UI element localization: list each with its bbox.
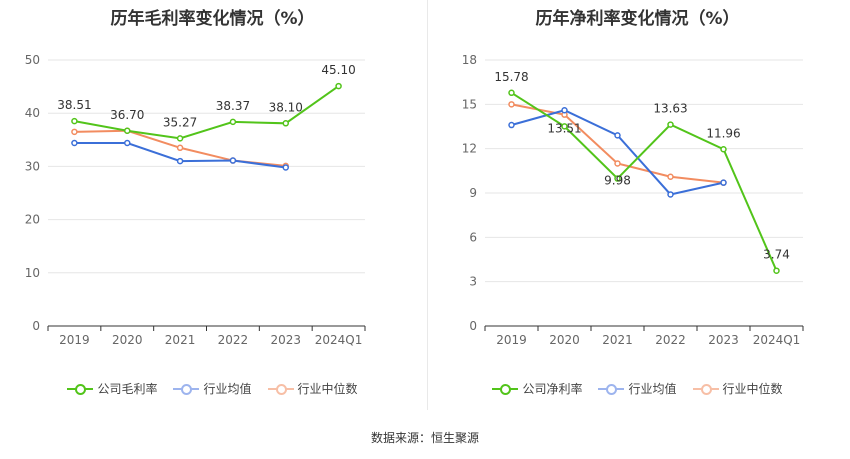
- data-point: [176, 157, 184, 165]
- data-point: [561, 123, 568, 130]
- data-point: [614, 132, 621, 139]
- data-point: [282, 164, 289, 171]
- data-point: [773, 267, 780, 274]
- series-line: [74, 85, 340, 140]
- legend: 公司净利率 行业均值 行业中位数: [425, 380, 850, 397]
- data-label: 36.70: [110, 108, 144, 122]
- legend: 公司毛利率 行业均值 行业中位数: [0, 380, 425, 397]
- line-marker-icon: [267, 382, 294, 396]
- data-point: [614, 160, 621, 167]
- x-tick-label: 2022: [218, 333, 249, 347]
- data-point: [176, 144, 184, 152]
- data-label: 11.96: [706, 126, 740, 140]
- x-tick-label: 2024Q1: [315, 333, 363, 347]
- data-point: [124, 127, 131, 135]
- y-tick-label: 0: [32, 319, 40, 333]
- data-label: 15.78: [494, 70, 528, 84]
- data-point: [282, 120, 289, 127]
- legend-label: 行业中位数: [297, 382, 358, 396]
- gross-margin-plot: 0 10 20 30 40 50 2019 2020 2021 2022 2023 2024Q1 38.…: [25, 53, 366, 347]
- data-point: [335, 82, 342, 90]
- data-point: [229, 157, 237, 164]
- y-tick-label: 9: [469, 186, 477, 200]
- panel-divider: [427, 0, 428, 410]
- y-tick-label: 10: [25, 266, 40, 280]
- x-tick-label: 2023: [270, 333, 301, 347]
- legend-item-industry-mean[interactable]: 行业均值: [598, 380, 677, 397]
- data-label: 13.51: [547, 121, 581, 135]
- data-point: [71, 117, 78, 125]
- data-point: [229, 118, 237, 126]
- y-tick-label: 50: [25, 53, 40, 67]
- data-point: [508, 89, 515, 97]
- x-tick-label: 2021: [165, 333, 196, 347]
- data-point: [667, 173, 674, 180]
- data-point: [614, 175, 621, 182]
- data-label: 9.98: [604, 174, 631, 188]
- legend-label: 行业均值: [628, 382, 677, 396]
- series-line: [510, 91, 778, 272]
- y-tick-label: 3: [469, 275, 477, 289]
- data-point: [508, 101, 515, 108]
- line-marker-icon: [692, 382, 719, 396]
- data-point: [124, 139, 131, 147]
- data-point: [720, 146, 727, 153]
- data-source: 数据来源：恒生聚源: [370, 431, 479, 445]
- net-margin-plot: 0 3 6 9 12 15 18 2019 2020 2021 2022 2023 2024Q1 15.7…: [462, 53, 804, 347]
- legend-label: 行业中位数: [722, 382, 783, 396]
- line-marker-icon: [67, 382, 94, 396]
- legend-item-industry-median[interactable]: 行业中位数: [692, 380, 783, 397]
- legend-label: 行业均值: [203, 382, 252, 396]
- legend-item-company[interactable]: 公司毛利率: [67, 380, 157, 397]
- x-tick-label: 2019: [59, 333, 90, 347]
- data-label: 38.37: [216, 99, 250, 113]
- y-tick-label: 18: [462, 53, 477, 67]
- y-tick-label: 40: [25, 106, 40, 120]
- x-tick-label: 2020: [112, 333, 143, 347]
- data-label: 3.74: [763, 248, 790, 262]
- y-tick-label: 12: [462, 142, 477, 156]
- y-tick-label: 30: [25, 159, 40, 173]
- chart-title: 历年毛利率变化情况（%）: [110, 9, 315, 29]
- net-margin-chart: 历年净利率变化情况（%） 0 3 6 9 12 15 18 2019 2020 2021 2022 2…: [425, 0, 850, 410]
- data-point: [667, 191, 674, 198]
- gross-margin-chart: 历年毛利率变化情况（%） 0 10 20 30 40 50 2019 2020 2021 2022…: [0, 0, 425, 410]
- legend-label: 公司毛利率: [97, 382, 158, 396]
- data-point: [176, 135, 184, 142]
- y-tick-label: 0: [469, 319, 477, 333]
- x-tick-label: 2024Q1: [753, 333, 801, 347]
- x-tick-label: 2022: [655, 333, 686, 347]
- x-tick-label: 2020: [549, 333, 580, 347]
- legend-item-industry-mean[interactable]: 行业均值: [173, 380, 252, 397]
- legend-item-industry-median[interactable]: 行业中位数: [267, 380, 358, 397]
- data-label: 13.63: [653, 102, 687, 116]
- y-tick-label: 6: [469, 230, 477, 244]
- data-label: 35.27: [163, 115, 197, 129]
- line-marker-icon: [492, 382, 519, 396]
- chart-title: 历年净利率变化情况（%）: [535, 9, 740, 29]
- x-tick-label: 2021: [602, 333, 633, 347]
- y-tick-label: 15: [462, 97, 477, 111]
- legend-label: 公司净利率: [522, 382, 583, 396]
- x-tick-label: 2023: [708, 333, 739, 347]
- legend-item-company[interactable]: 公司净利率: [492, 380, 582, 397]
- data-label: 38.10: [269, 100, 303, 114]
- line-marker-icon: [598, 382, 625, 396]
- data-point: [667, 121, 674, 128]
- data-point: [561, 106, 568, 114]
- data-label: 45.10: [321, 63, 355, 77]
- y-tick-label: 20: [25, 213, 40, 227]
- data-point: [720, 179, 727, 186]
- data-point: [71, 139, 78, 147]
- data-point: [71, 128, 78, 136]
- x-tick-label: 2019: [496, 333, 527, 347]
- data-label: 38.51: [57, 98, 91, 112]
- data-point: [508, 121, 515, 129]
- line-marker-icon: [173, 382, 200, 396]
